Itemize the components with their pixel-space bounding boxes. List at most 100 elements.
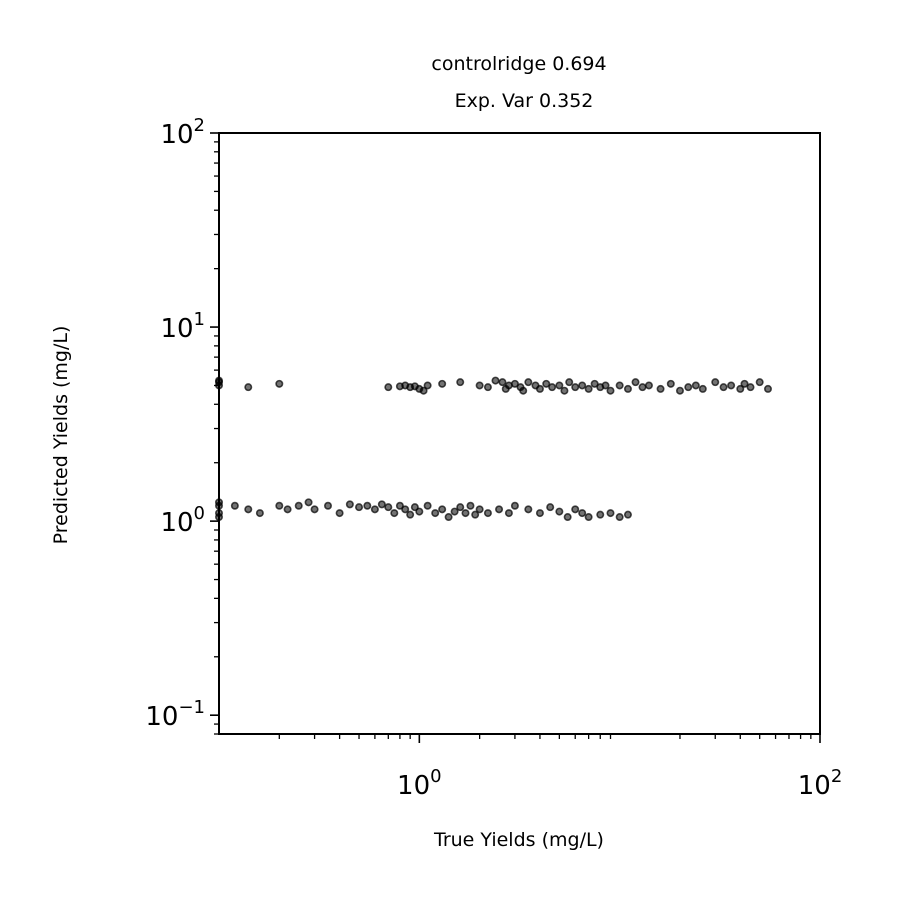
data-point [623, 510, 632, 519]
data-point [406, 510, 415, 519]
data-point [415, 507, 424, 516]
data-point [475, 505, 484, 514]
data-point [355, 503, 364, 512]
data-point [606, 509, 615, 518]
data-point [483, 383, 492, 392]
data-point [444, 513, 453, 522]
data-point [431, 509, 440, 518]
data-point [323, 501, 332, 510]
data-point [719, 383, 728, 392]
data-point [471, 510, 480, 519]
x-tick-label: 100 [397, 766, 442, 801]
data-point [283, 505, 292, 514]
data-point [495, 505, 504, 514]
data-point [510, 501, 519, 510]
data-point [275, 501, 284, 510]
data-point [675, 386, 684, 395]
data-point [596, 510, 605, 519]
data-point [601, 381, 610, 390]
data-point [395, 501, 404, 510]
data-point [584, 513, 593, 522]
data-point [255, 509, 264, 518]
data-point [555, 381, 564, 390]
data-point [615, 513, 624, 522]
data-point [370, 505, 379, 514]
data-point [631, 378, 640, 387]
data-point [666, 379, 675, 388]
data-point [555, 507, 564, 516]
data-point [450, 507, 459, 516]
data-point [519, 386, 528, 395]
data-point [565, 378, 574, 387]
data-point [345, 500, 354, 509]
data-point [578, 381, 587, 390]
data-point [571, 505, 580, 514]
data-point [510, 379, 519, 388]
plot-frame [218, 132, 821, 735]
data-point [335, 509, 344, 518]
data-point [755, 378, 764, 387]
data-point [310, 505, 319, 514]
data-point [638, 383, 647, 392]
x-axis-label: True Yields (mg/L) [433, 829, 604, 851]
data-point [483, 509, 492, 518]
data-point [423, 501, 432, 510]
data-point [584, 384, 593, 393]
data-point [644, 381, 653, 390]
data-point [504, 509, 513, 518]
data-point [684, 383, 693, 392]
data-point [590, 379, 599, 388]
data-point [563, 513, 572, 522]
data-point [578, 509, 587, 518]
data-point [294, 501, 303, 510]
data-point [419, 386, 428, 395]
data-point [623, 384, 632, 393]
data-point [377, 500, 386, 509]
data-point [498, 378, 507, 387]
data-point [560, 386, 569, 395]
data-point [475, 381, 484, 390]
data-point [456, 503, 465, 512]
data-point [491, 376, 500, 385]
y-axis-label: Predicted Yields (mg/L) [50, 326, 72, 545]
data-point [410, 503, 419, 512]
data-point [423, 381, 432, 390]
data-point [275, 379, 284, 388]
chart-title: controlridge 0.694 [431, 53, 606, 75]
data-point [535, 509, 544, 518]
data-point [390, 509, 399, 518]
data-point [656, 384, 665, 393]
data-point [524, 505, 533, 514]
data-point [466, 501, 475, 510]
data-point [727, 381, 736, 390]
y-tick-label: 10−1 [145, 697, 205, 732]
data-point [230, 501, 239, 510]
data-point [740, 379, 749, 388]
data-point [401, 505, 410, 514]
data-point [571, 383, 580, 392]
scatter-points [215, 376, 772, 522]
major-ticks: 10−1 100 101 102 100 102 [145, 115, 842, 801]
y-tick-label: 101 [160, 309, 205, 344]
data-point [698, 384, 707, 393]
x-tick-label: 102 [798, 766, 843, 801]
data-point [546, 503, 555, 512]
data-point [384, 383, 393, 392]
data-point [438, 505, 447, 514]
data-point [244, 505, 253, 514]
data-point [746, 383, 755, 392]
data-point [542, 379, 551, 388]
y-tick-label: 100 [160, 503, 205, 538]
data-point [384, 503, 393, 512]
data-point [438, 379, 447, 388]
y-tick-label: 102 [160, 115, 205, 150]
data-point [461, 509, 470, 518]
data-point [763, 384, 772, 393]
data-point [548, 383, 557, 392]
data-point [606, 386, 615, 395]
data-point [691, 381, 700, 390]
data-point [615, 381, 624, 390]
data-point [244, 383, 253, 392]
